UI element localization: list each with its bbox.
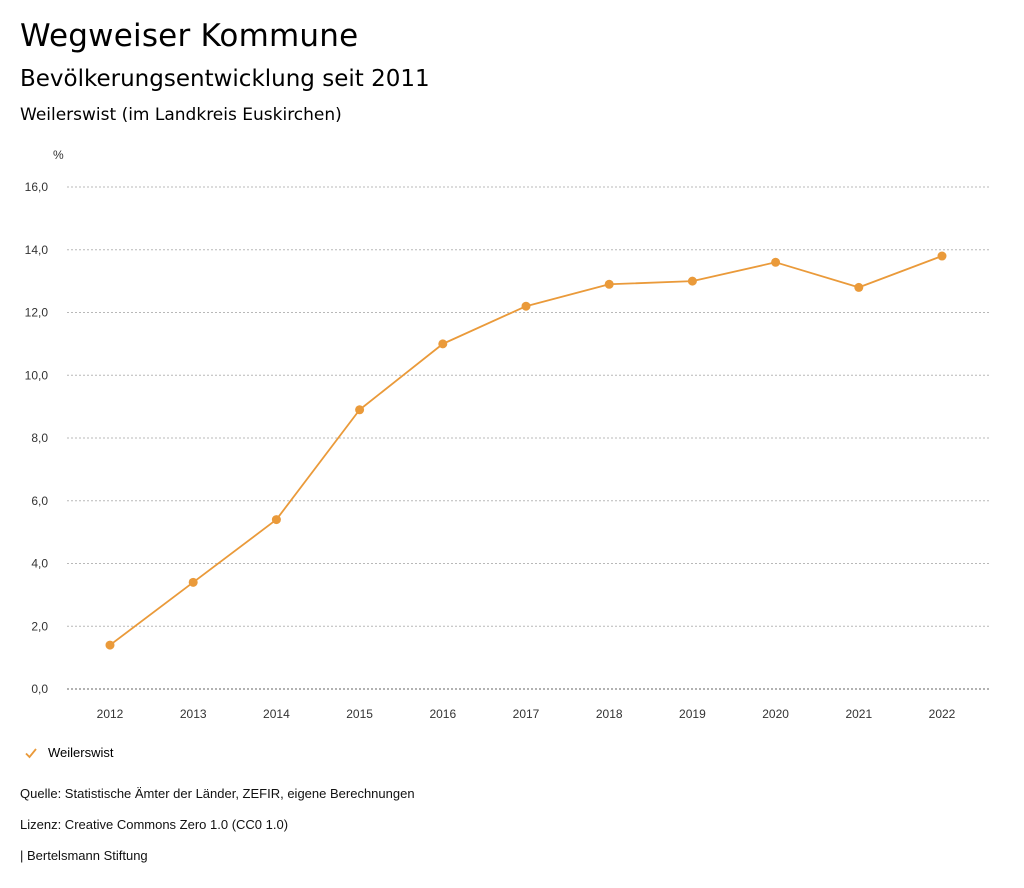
- data-point: [521, 301, 531, 311]
- data-point: [188, 577, 198, 587]
- source-note: Quelle: Statistische Ämter der Länder, Z…: [20, 786, 415, 801]
- x-tick-label: 2013: [180, 707, 207, 721]
- y-tick-label: 0,0: [31, 682, 48, 696]
- x-tick-label: 2018: [596, 707, 623, 721]
- x-tick-label: 2012: [97, 707, 124, 721]
- data-point: [687, 276, 697, 286]
- data-point: [937, 251, 947, 261]
- x-tick-label: 2019: [679, 707, 706, 721]
- x-tick-label: 2015: [346, 707, 373, 721]
- series-line: [109, 255, 943, 646]
- publisher-note: | Bertelsmann Stiftung: [20, 848, 148, 863]
- y-tick-label: 2,0: [31, 619, 48, 633]
- y-tick-label: 8,0: [31, 431, 48, 445]
- license-note: Lizenz: Creative Commons Zero 1.0 (CC0 1…: [20, 817, 289, 832]
- x-tick-label: 2020: [762, 707, 789, 721]
- x-tick-label: 2021: [845, 707, 872, 721]
- y-tick-label: 14,0: [25, 243, 49, 257]
- y-axis-unit: %: [53, 148, 64, 162]
- line-chart: % 0,0 2,0 4,0 6,0 8,0 10,0 12,0 14,0 16,0 2012 2013…: [25, 148, 991, 721]
- data-point: [604, 279, 614, 289]
- data-point: [438, 339, 448, 349]
- y-tick-label: 12,0: [25, 306, 49, 320]
- y-tick-label: 6,0: [31, 494, 48, 508]
- chart-subtitle: Bevölkerungsentwicklung seit 2011: [20, 66, 430, 92]
- y-tick-label: 4,0: [31, 557, 48, 571]
- x-tick-label: 2022: [929, 707, 956, 721]
- check-icon: [25, 747, 37, 758]
- region-label: Weilerswist (im Landkreis Euskirchen): [20, 105, 342, 125]
- data-point: [355, 405, 365, 415]
- x-tick-label: 2014: [263, 707, 290, 721]
- y-tick-label: 16,0: [25, 180, 49, 194]
- page-title: Wegweiser Kommune: [20, 18, 359, 54]
- x-tick-label: 2017: [513, 707, 540, 721]
- data-point: [105, 640, 115, 650]
- data-point: [854, 282, 864, 292]
- legend[interactable]: Weilerswist: [24, 745, 114, 760]
- legend-label-weilerswist: Weilerswist: [48, 745, 114, 760]
- y-tick-label: 10,0: [25, 368, 49, 382]
- data-point: [271, 515, 281, 525]
- data-point: [771, 257, 781, 267]
- x-tick-label: 2016: [429, 707, 456, 721]
